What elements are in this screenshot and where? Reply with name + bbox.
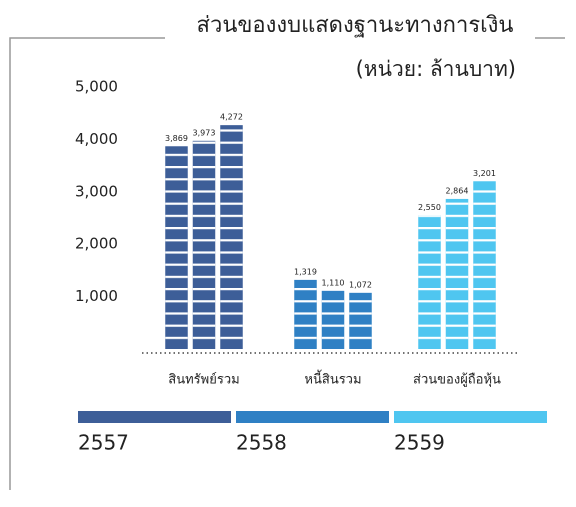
chart-subtitle: (หน่วย: ล้านบาท): [356, 57, 516, 81]
bar-stripes: [349, 292, 372, 349]
bar-stripes: [473, 181, 496, 349]
value-label: 3,869: [165, 134, 188, 143]
bar-stripes: [192, 140, 216, 349]
legend-swatch: [394, 411, 547, 423]
value-label: 3,973: [193, 128, 216, 137]
value-label: 1,110: [322, 278, 345, 287]
y-tick-label: 2,000: [75, 235, 118, 253]
x-tick-label: หนี้สินรวม: [304, 370, 361, 388]
value-label: 4,272: [220, 113, 243, 122]
value-label: 1,319: [294, 267, 317, 276]
y-tick-label: 5,000: [75, 78, 118, 96]
legend-label: 2557: [78, 431, 129, 455]
bar-stripes: [418, 215, 441, 349]
x-tick-label: ส่วนของผู้ถือหุ้น: [413, 372, 501, 388]
legend-swatch: [236, 411, 389, 423]
value-label: 1,072: [349, 280, 372, 289]
value-label: 2,864: [446, 186, 469, 195]
value-label: 2,550: [418, 203, 441, 212]
bar-stripes: [165, 146, 188, 349]
x-tick-label: สินทรัพย์รวม: [168, 372, 239, 388]
legend-label: 2558: [236, 431, 287, 455]
bar-stripes: [321, 290, 345, 349]
bar-stripes: [220, 125, 243, 349]
y-tick-label: 1,000: [75, 287, 118, 305]
y-tick-label: 4,000: [75, 130, 118, 148]
legend-swatch: [78, 411, 231, 423]
legend-label: 2559: [394, 431, 445, 455]
y-tick-label: 3,000: [75, 182, 118, 200]
bar-stripes: [445, 198, 469, 349]
chart-title: ส่วนของงบแสดงฐานะทางการเงิน: [197, 13, 514, 38]
frame: [9, 37, 565, 490]
bar-stripes: [294, 279, 317, 349]
value-label: 3,201: [473, 169, 496, 178]
